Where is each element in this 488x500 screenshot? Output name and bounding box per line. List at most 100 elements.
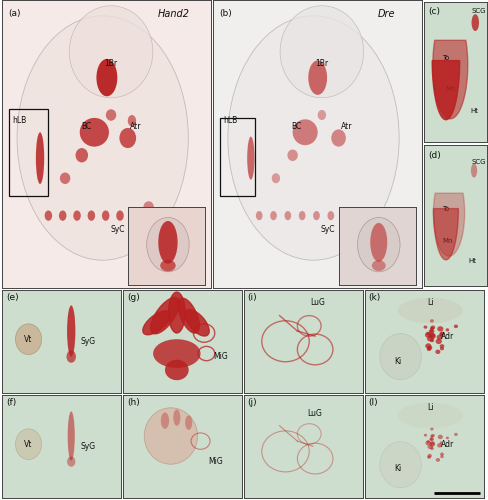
- Circle shape: [438, 434, 443, 439]
- Circle shape: [356, 211, 363, 220]
- Circle shape: [430, 441, 435, 446]
- Circle shape: [116, 210, 124, 221]
- Text: (f): (f): [6, 398, 16, 407]
- Text: Li: Li: [427, 403, 433, 412]
- Polygon shape: [433, 208, 458, 260]
- Circle shape: [313, 211, 320, 220]
- Circle shape: [102, 210, 109, 221]
- Circle shape: [436, 338, 442, 344]
- Ellipse shape: [60, 172, 70, 184]
- Ellipse shape: [380, 334, 421, 380]
- Text: SyG: SyG: [80, 442, 95, 451]
- Text: (e): (e): [6, 293, 19, 302]
- Text: Ht: Ht: [470, 108, 478, 114]
- Circle shape: [436, 458, 440, 462]
- Ellipse shape: [147, 218, 189, 272]
- Text: (k): (k): [368, 293, 381, 302]
- Ellipse shape: [36, 132, 44, 184]
- Ellipse shape: [17, 16, 188, 260]
- Circle shape: [327, 211, 334, 220]
- Text: 1Br: 1Br: [315, 58, 328, 68]
- Circle shape: [256, 211, 263, 220]
- Circle shape: [426, 332, 430, 336]
- Text: SCG: SCG: [472, 8, 486, 14]
- Text: Hand2: Hand2: [158, 8, 190, 18]
- Text: (h): (h): [127, 398, 140, 407]
- Circle shape: [131, 210, 138, 221]
- Ellipse shape: [185, 416, 192, 430]
- Text: Atr: Atr: [341, 122, 353, 131]
- Text: (i): (i): [247, 293, 257, 302]
- Circle shape: [429, 333, 436, 339]
- Circle shape: [440, 347, 444, 350]
- Circle shape: [429, 442, 435, 446]
- Text: LuG: LuG: [308, 409, 323, 418]
- Circle shape: [446, 436, 449, 440]
- Ellipse shape: [331, 130, 346, 146]
- Circle shape: [44, 210, 52, 221]
- Circle shape: [435, 350, 441, 354]
- Text: (a): (a): [9, 8, 21, 18]
- Text: Dre: Dre: [378, 8, 395, 18]
- Ellipse shape: [318, 110, 326, 120]
- Text: Vt: Vt: [24, 440, 33, 448]
- Ellipse shape: [67, 306, 75, 356]
- Text: Mn: Mn: [445, 86, 456, 92]
- Ellipse shape: [280, 6, 364, 98]
- Bar: [220, 118, 255, 196]
- Circle shape: [299, 211, 305, 220]
- Ellipse shape: [372, 260, 386, 271]
- Polygon shape: [185, 310, 209, 336]
- Bar: [9, 110, 48, 196]
- Ellipse shape: [228, 16, 399, 260]
- Text: LuG: LuG: [310, 298, 325, 307]
- Ellipse shape: [144, 408, 198, 464]
- Ellipse shape: [16, 324, 41, 354]
- Text: MiG: MiG: [208, 457, 224, 466]
- Polygon shape: [143, 311, 170, 335]
- Circle shape: [471, 14, 479, 31]
- Ellipse shape: [398, 402, 463, 428]
- Circle shape: [427, 346, 432, 350]
- Ellipse shape: [358, 218, 400, 272]
- Text: To: To: [442, 55, 449, 61]
- Circle shape: [429, 330, 433, 332]
- Circle shape: [440, 442, 443, 444]
- Ellipse shape: [106, 110, 116, 120]
- Circle shape: [430, 326, 434, 330]
- Text: SyG: SyG: [80, 337, 95, 346]
- Ellipse shape: [128, 115, 136, 126]
- Text: (l): (l): [368, 398, 378, 407]
- Circle shape: [427, 456, 431, 459]
- Polygon shape: [150, 298, 179, 334]
- Circle shape: [425, 332, 431, 338]
- Circle shape: [430, 319, 434, 322]
- Circle shape: [454, 433, 458, 436]
- Text: Ki: Ki: [395, 357, 402, 366]
- Circle shape: [426, 441, 431, 446]
- Polygon shape: [433, 193, 465, 256]
- Circle shape: [88, 210, 95, 221]
- Ellipse shape: [69, 6, 153, 98]
- Ellipse shape: [308, 60, 327, 95]
- Text: (d): (d): [428, 151, 441, 160]
- Ellipse shape: [76, 148, 88, 162]
- Text: (j): (j): [247, 398, 257, 407]
- Text: Atr: Atr: [130, 122, 142, 131]
- Text: (c): (c): [428, 7, 440, 16]
- Circle shape: [440, 455, 444, 458]
- Circle shape: [427, 454, 432, 458]
- Text: hLB: hLB: [12, 116, 26, 125]
- Circle shape: [440, 333, 444, 336]
- Circle shape: [427, 444, 433, 449]
- Circle shape: [59, 210, 66, 221]
- Circle shape: [429, 332, 435, 338]
- Circle shape: [437, 443, 442, 448]
- Polygon shape: [178, 298, 199, 333]
- Ellipse shape: [160, 260, 176, 272]
- Polygon shape: [432, 60, 460, 120]
- Ellipse shape: [158, 221, 178, 264]
- Text: SyC: SyC: [110, 226, 124, 234]
- Circle shape: [425, 344, 431, 348]
- Text: Ht: Ht: [469, 258, 477, 264]
